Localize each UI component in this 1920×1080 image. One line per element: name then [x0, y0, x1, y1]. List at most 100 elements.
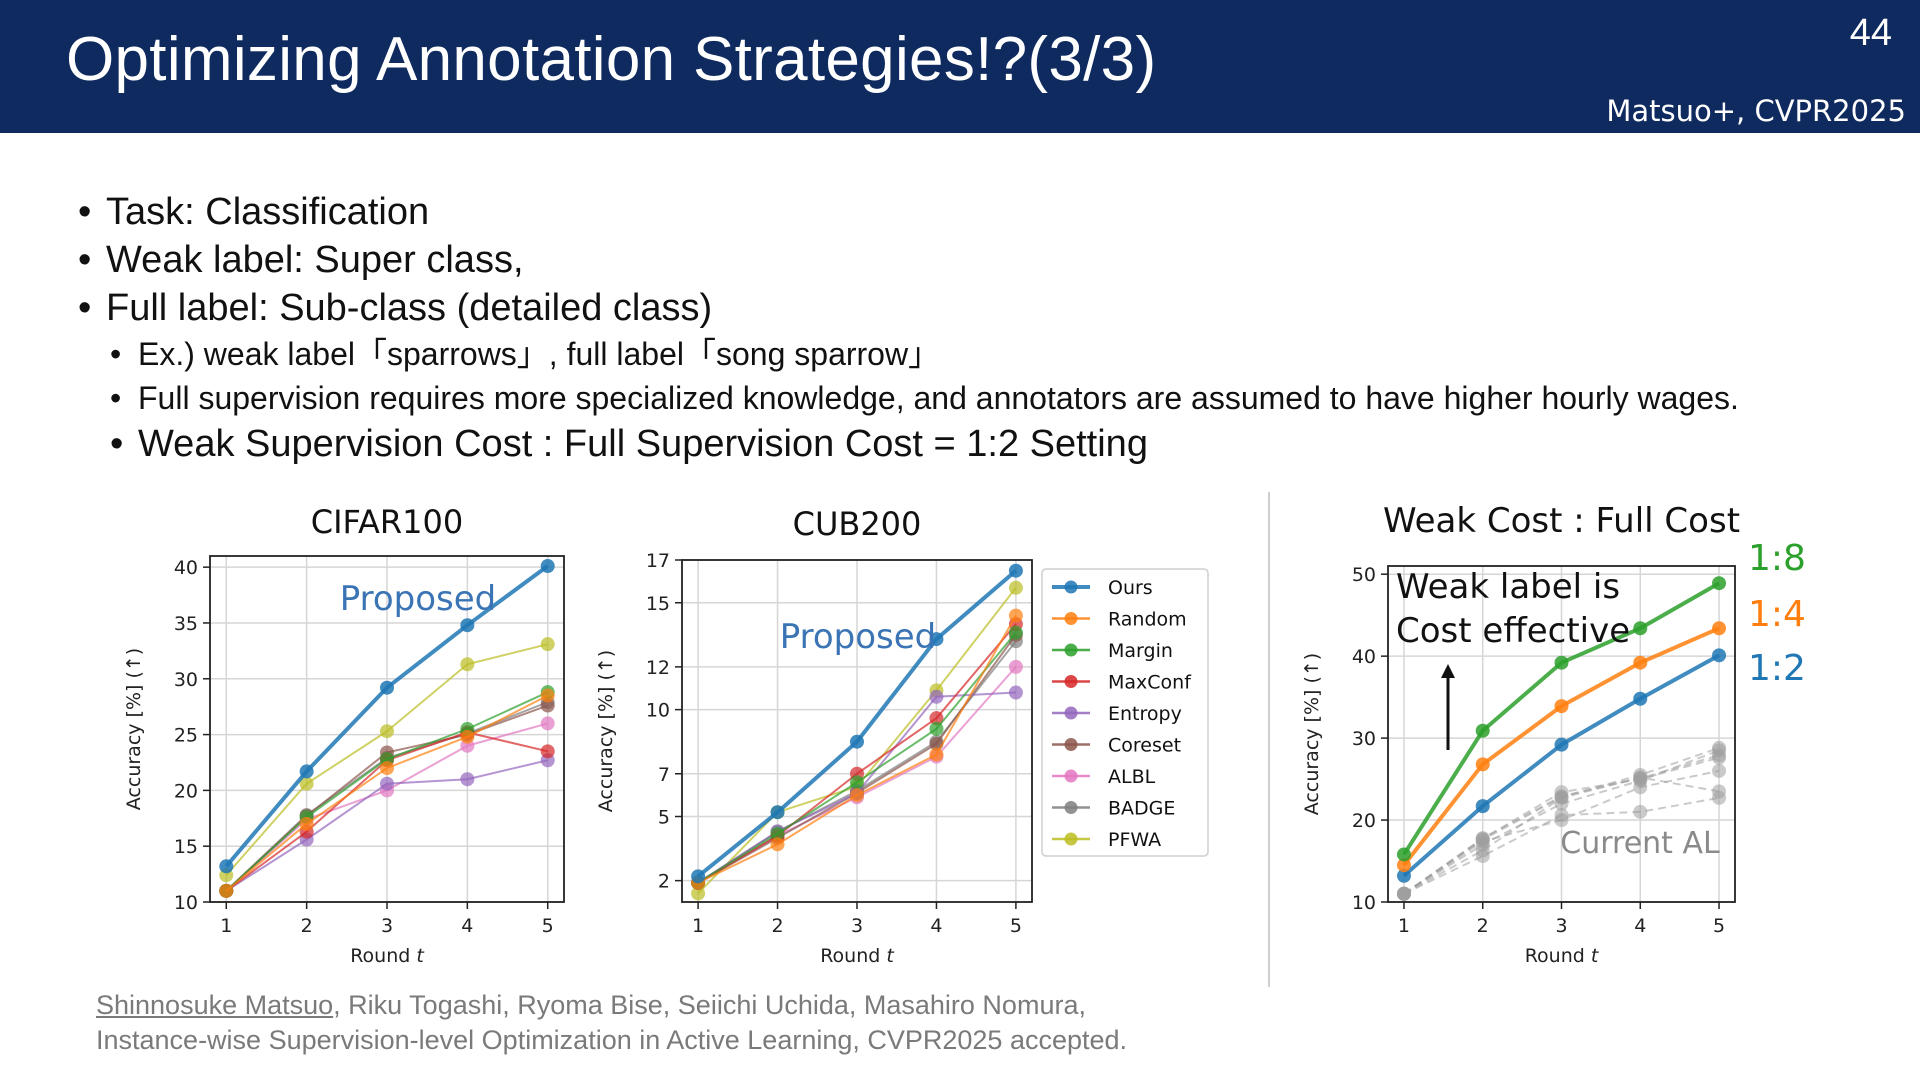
annotation-cost-effective: Cost effective — [1396, 611, 1630, 651]
data-point-1-4 — [1396, 858, 1411, 873]
data-point-1-2 — [1712, 648, 1727, 663]
data-point-MaxConf — [540, 744, 555, 759]
up-arrow-icon — [1441, 664, 1455, 678]
annotation-current-al: Current AL — [1560, 826, 1720, 861]
x-axis-label: Round t — [820, 945, 895, 967]
y-tick-label: 15 — [646, 593, 670, 615]
y-tick-label: 20 — [174, 780, 198, 802]
x-tick-label: 1 — [1398, 915, 1410, 937]
data-point-current-al-5 — [1712, 763, 1727, 778]
bullet-list: • Task: Classification • Weak label: Super… — [78, 188, 1918, 468]
sub-bullet-item: • Full supervision requires more speciali… — [110, 380, 1739, 416]
data-point-1-8 — [1712, 576, 1727, 591]
chart-0: CIFAR100 1 2 3 4 5 10 15 20 25 30 35 40 Round t Accura… — [123, 503, 565, 967]
data-point-Entropy — [380, 776, 394, 791]
data-point-1-2 — [1554, 737, 1569, 752]
y-tick-label: 7 — [658, 764, 670, 786]
data-point-Random — [770, 837, 785, 852]
ratio-label-1-4: 1:4 — [1748, 594, 1806, 635]
legend-marker — [1064, 769, 1078, 783]
x-axis-label: Round t — [1525, 945, 1600, 967]
x-tick-label: 2 — [772, 915, 784, 937]
data-point-Random — [540, 688, 555, 703]
legend-marker — [1064, 738, 1078, 751]
slide-title: Optimizing Annotation Strategies!?(3/3) — [66, 25, 1157, 94]
bullet-item: • Task: Classification — [78, 191, 430, 233]
y-tick-label: 5 — [658, 807, 670, 829]
y-tick-label: 10 — [174, 892, 198, 914]
proposed-annotation: Proposed — [780, 617, 937, 657]
data-point-1-2 — [1475, 799, 1490, 814]
data-point-current-al-6 — [1554, 789, 1569, 804]
legend-box — [1041, 568, 1209, 857]
data-point-Random — [929, 747, 944, 762]
x-axis-label: Round t — [350, 945, 425, 967]
plot-frame — [1387, 565, 1736, 903]
chart-title: CUB200 — [793, 505, 922, 543]
data-point-PFWA — [691, 886, 706, 901]
data-point-Random — [1008, 608, 1023, 623]
y-tick-label: 40 — [174, 557, 198, 579]
data-point-Entropy — [929, 689, 944, 704]
data-point-Entropy — [1008, 685, 1023, 700]
data-point-current-al-3 — [1712, 790, 1727, 805]
data-point-PFWA — [380, 724, 394, 739]
annotation-weak-label: Weak label is — [1396, 567, 1620, 607]
data-point-current-al-3 — [1633, 804, 1648, 819]
legend-label: Margin — [1108, 640, 1173, 662]
author-link[interactable]: Shinnosuke Matsuo — [96, 990, 334, 1020]
data-point-PFWA — [1008, 580, 1023, 595]
x-tick-label: 4 — [461, 915, 473, 937]
y-tick-label: 10 — [1352, 892, 1376, 914]
y-tick-label: 25 — [174, 725, 198, 747]
data-point-Ours — [540, 559, 555, 574]
x-tick-label: 3 — [1555, 915, 1567, 937]
legend-marker — [1064, 580, 1078, 594]
data-point-Margin — [770, 826, 785, 841]
data-point-current-al-3 — [1475, 849, 1490, 864]
legend-marker — [1064, 706, 1078, 720]
data-point-1-8 — [1633, 621, 1648, 636]
y-tick-label: 20 — [1352, 810, 1376, 832]
data-point-1-4 — [1712, 621, 1727, 636]
data-point-Ours — [460, 618, 475, 633]
data-point-Ours — [850, 734, 864, 749]
data-point-ALBL — [540, 716, 555, 731]
data-point-current-al-5 — [1554, 813, 1569, 828]
header-citation: Matsuo+, CVPR2025 — [1606, 94, 1906, 128]
data-point-Ours — [929, 632, 944, 647]
sub-bullet-item: • Weak Supervision Cost : Full Supervisio… — [110, 423, 1148, 465]
x-tick-label: 4 — [1634, 915, 1646, 937]
reference: Shinnosuke Matsuo, Riku Togashi, Ryoma B… — [96, 988, 1127, 1058]
data-point-Ours — [691, 869, 706, 884]
data-point-Random — [850, 788, 864, 803]
x-tick-label: 1 — [220, 915, 232, 937]
legend-label: MaxConf — [1108, 672, 1192, 694]
x-tick-label: 3 — [851, 915, 863, 937]
slide-header — [0, 0, 1920, 133]
plot-frame — [681, 559, 1033, 903]
legend-label: Entropy — [1108, 703, 1182, 725]
data-point-Random — [380, 761, 394, 776]
data-point-Ours — [770, 805, 785, 820]
data-point-ALBL — [1008, 659, 1023, 674]
proposed-annotation: Proposed — [340, 579, 497, 619]
y-tick-label: 10 — [646, 700, 670, 722]
data-point-Ours — [299, 764, 314, 779]
page-number: 44 — [1849, 12, 1892, 54]
data-point-1-4 — [1475, 757, 1490, 772]
legend-label: PFWA — [1108, 829, 1161, 851]
legend-marker — [1064, 675, 1078, 688]
y-tick-label: 50 — [1352, 564, 1376, 586]
chart-title: CIFAR100 — [311, 503, 463, 541]
x-tick-label: 5 — [1010, 915, 1022, 937]
y-axis-label: Accuracy [%] (↑) — [1301, 653, 1323, 815]
chart-title: Weak Cost : Full Cost — [1383, 501, 1740, 541]
x-tick-label: 2 — [1477, 915, 1489, 937]
data-point-1-8 — [1554, 655, 1569, 670]
y-tick-label: 30 — [1352, 728, 1376, 750]
data-point-PFWA — [460, 657, 475, 672]
legend-marker — [1064, 612, 1078, 625]
data-point-1-4 — [1633, 655, 1648, 670]
